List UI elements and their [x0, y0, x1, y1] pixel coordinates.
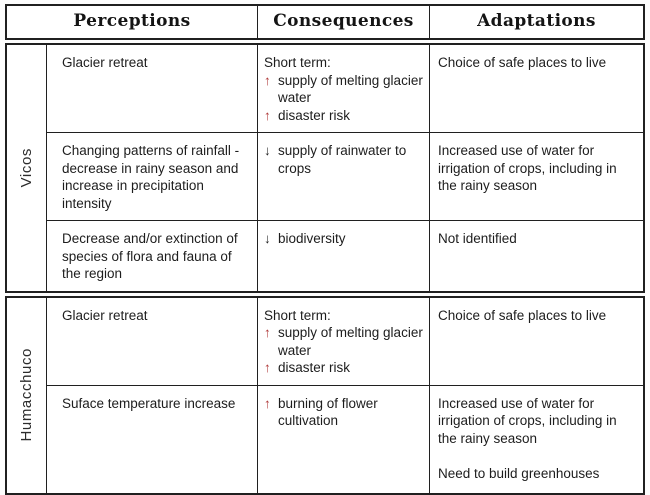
consequence-text: biodiversity	[278, 231, 346, 246]
consequence-cell: Short term: ↑ supply of melting glacier …	[257, 45, 429, 132]
consequence-intro: Short term:	[264, 55, 331, 70]
group-label-cell-humacchuco: Humacchuco	[7, 297, 47, 493]
consequence-item: ↓ supply of rainwater to crops	[264, 142, 423, 177]
consequence-item: ↑ disaster risk	[264, 107, 423, 125]
adaptation-text: Need to build greenhouses	[438, 466, 600, 481]
perception-cell: Suface temperature increase	[47, 384, 257, 493]
up-arrow-icon: ↑	[264, 395, 271, 411]
consequence-cell: ↑ burning of flower cultivation	[257, 384, 429, 493]
column-header-perceptions: Perceptions	[73, 11, 191, 31]
perception-cell: Glacier retreat	[47, 298, 257, 385]
up-arrow-icon: ↑	[264, 325, 271, 340]
adaptation-text: Choice of safe places to live	[438, 307, 607, 323]
consequence-text: disaster risk	[278, 107, 351, 123]
adaptation-text: Increased use of water for irrigation of…	[438, 395, 617, 446]
perception-text: Decrease and/or extinction of species of…	[62, 231, 238, 281]
column-header-adaptations: Adaptations	[429, 6, 643, 38]
adaptation-cell: Choice of safe places to live	[429, 297, 643, 385]
consequence-text: disaster risk	[278, 360, 351, 375]
perception-cell: Changing patterns of rainfall - decrease…	[47, 132, 257, 220]
down-arrow-icon: ↓	[264, 231, 271, 246]
consequence-text: supply of melting glacier water	[278, 325, 423, 358]
adaptation-text: Increased use of water for irrigation of…	[438, 143, 617, 193]
perception-text: Suface temperature increase	[62, 395, 236, 411]
up-arrow-icon: ↑	[264, 72, 271, 88]
group-label-humacchuco: Humacchuco	[18, 348, 35, 442]
consequence-cell: Short term: ↑ supply of melting glacier …	[257, 297, 429, 385]
adaptation-cell: Not identified	[429, 220, 643, 291]
page: { "header": { "columns": ["Perceptions",…	[0, 4, 650, 495]
consequence-text: burning of flower cultivation	[278, 395, 378, 429]
adaptation-text: Choice of safe places to live	[438, 55, 607, 70]
adaptation-cell: Increased use of water for irrigation of…	[429, 384, 643, 493]
adaptation-text: Not identified	[438, 231, 517, 246]
perception-cell: Glacier retreat	[47, 45, 257, 132]
column-header-consequences: Consequences	[257, 6, 429, 38]
perception-cell: Decrease and/or extinction of species of…	[47, 220, 257, 291]
consequence-intro: Short term:	[264, 307, 331, 323]
section-vicos: Vicos Glacier retreat Short term: ↑ supp…	[5, 43, 645, 293]
adaptation-cell: Increased use of water for irrigation of…	[429, 132, 643, 220]
consequence-text: supply of melting glacier water	[278, 72, 423, 106]
perceptions-consequences-adaptations-table: Perceptions Consequences Adaptations Vic…	[5, 4, 645, 495]
down-arrow-icon: ↓	[264, 143, 271, 158]
perception-text: Glacier retreat	[62, 55, 148, 70]
group-label-vicos: Vicos	[18, 148, 35, 188]
consequence-cell: ↓ biodiversity	[257, 220, 429, 291]
table-header-row: Perceptions Consequences Adaptations	[5, 4, 645, 40]
consequence-text: supply of rainwater to crops	[278, 143, 407, 176]
consequence-cell: ↓ supply of rainwater to crops	[257, 132, 429, 220]
consequence-item: ↓ biodiversity	[264, 230, 423, 248]
group-label-cell-vicos: Vicos	[7, 45, 47, 291]
up-arrow-icon: ↑	[264, 360, 271, 375]
perception-text: Changing patterns of rainfall - decrease…	[62, 143, 240, 211]
consequence-item: ↑ disaster risk	[264, 359, 423, 377]
consequence-item: ↑ supply of melting glacier water	[264, 72, 423, 107]
section-humacchuco: Humacchuco Glacier retreat Short term: ↑…	[5, 295, 645, 495]
adaptation-cell: Choice of safe places to live	[429, 45, 643, 132]
perception-text: Glacier retreat	[62, 307, 148, 323]
consequence-item: ↑ supply of melting glacier water	[264, 324, 423, 359]
consequence-item: ↑ burning of flower cultivation	[264, 395, 423, 430]
up-arrow-icon: ↑	[264, 107, 271, 123]
